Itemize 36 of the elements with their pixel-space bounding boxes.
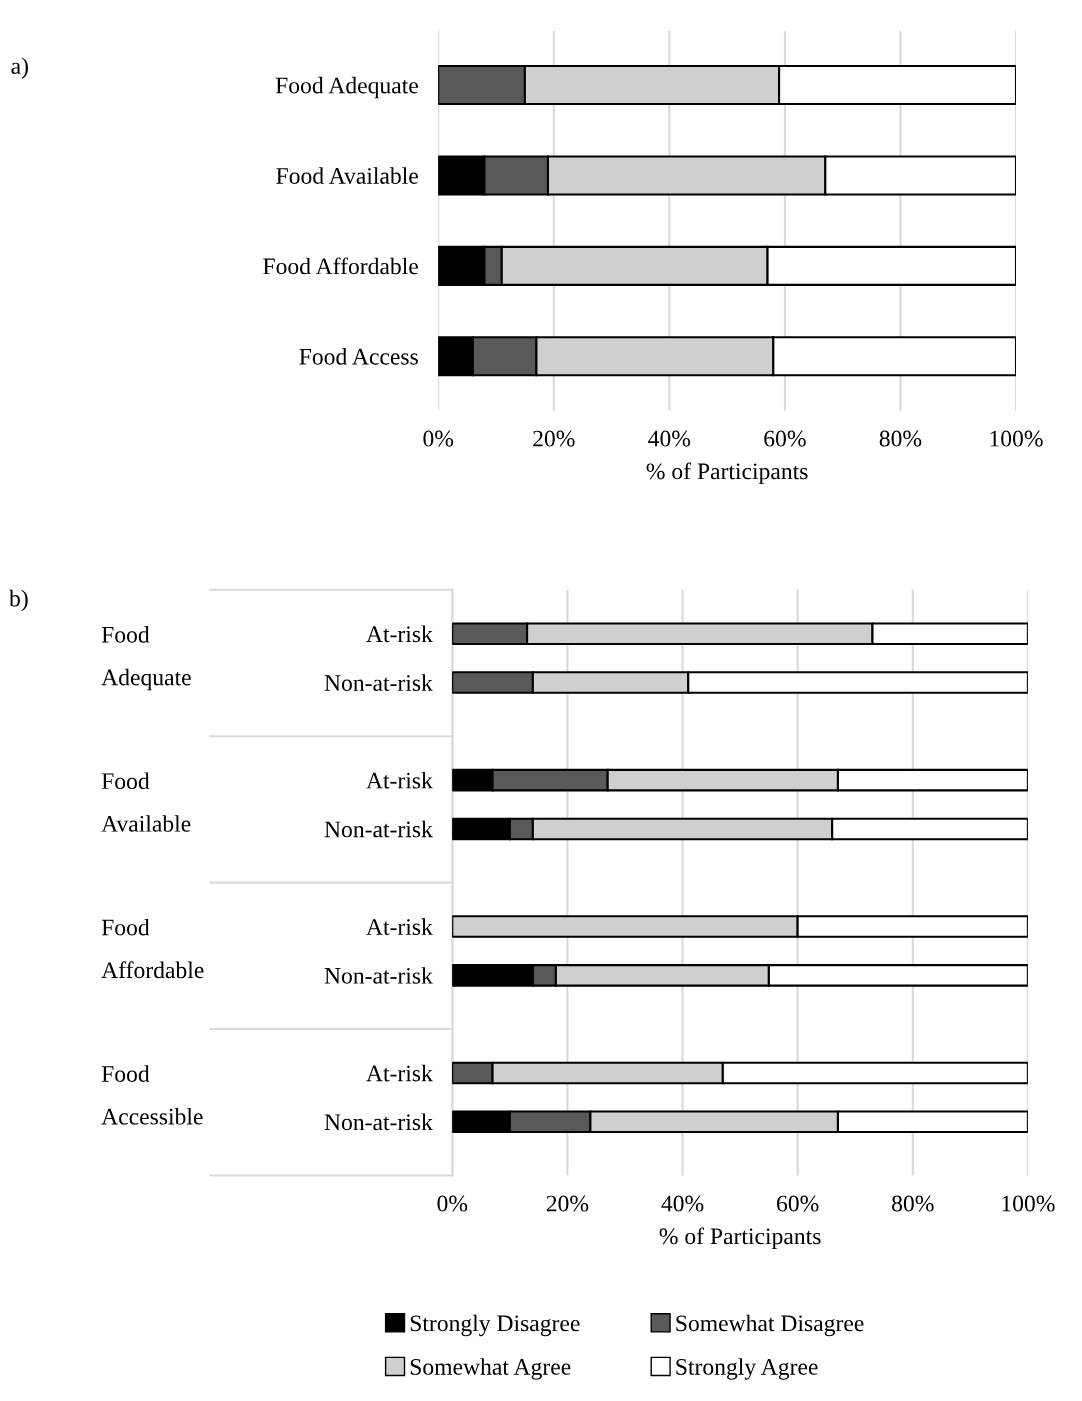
x-tick-label: 100% (990, 430, 1043, 447)
y-tick-label: At-risk (366, 771, 433, 789)
text: Food Accessible (101, 1065, 203, 1125)
y-tick-label: Food Adequate (275, 76, 418, 99)
y-tick-label: Non-at-risk (324, 820, 433, 838)
x-tick-label: 60% (764, 430, 806, 447)
legend-label: Somewhat Agree (410, 1358, 571, 1380)
y-tick-label: At-risk (366, 1064, 433, 1082)
y-tick-label: Non-at-risk (324, 674, 433, 691)
x-tick-label: 20% (533, 430, 575, 447)
y-tick-label: Food Available (276, 167, 418, 184)
y-tick-label: Non-at-risk (324, 1113, 433, 1131)
legend-label: Strongly Disagree (410, 1314, 580, 1337)
x-tick-label: 40% (661, 1195, 704, 1212)
x-tick-label: 40% (648, 430, 691, 447)
text: Food Affordable (101, 918, 204, 979)
x-tick-label: 20% (546, 1195, 589, 1212)
x-tick-label: 0% (437, 1195, 468, 1212)
x-tick-label: 60% (777, 1195, 819, 1212)
text: Food Available (101, 772, 191, 832)
x-tick-label: 0% (423, 430, 454, 447)
x-axis-title: % of Participants (646, 462, 808, 485)
y-tick-label: Food Affordable (263, 257, 418, 275)
y-tick-label: At-risk (366, 918, 433, 935)
y-tick-label: Food Access (299, 348, 418, 365)
x-axis-title: % of Participants (659, 1227, 821, 1250)
legend-label: Strongly Agree (676, 1358, 818, 1380)
text: b) (9, 589, 28, 612)
text: Food Adequate (101, 626, 191, 691)
text: a) (11, 57, 28, 79)
x-tick-label: 80% (892, 1195, 934, 1212)
y-tick-label: Non-at-risk (324, 967, 433, 984)
legend-label: Somewhat Disagree (676, 1314, 864, 1337)
x-tick-label: 80% (879, 430, 922, 447)
y-tick-label: At-risk (366, 625, 433, 643)
x-tick-label: 100% (1002, 1195, 1055, 1212)
